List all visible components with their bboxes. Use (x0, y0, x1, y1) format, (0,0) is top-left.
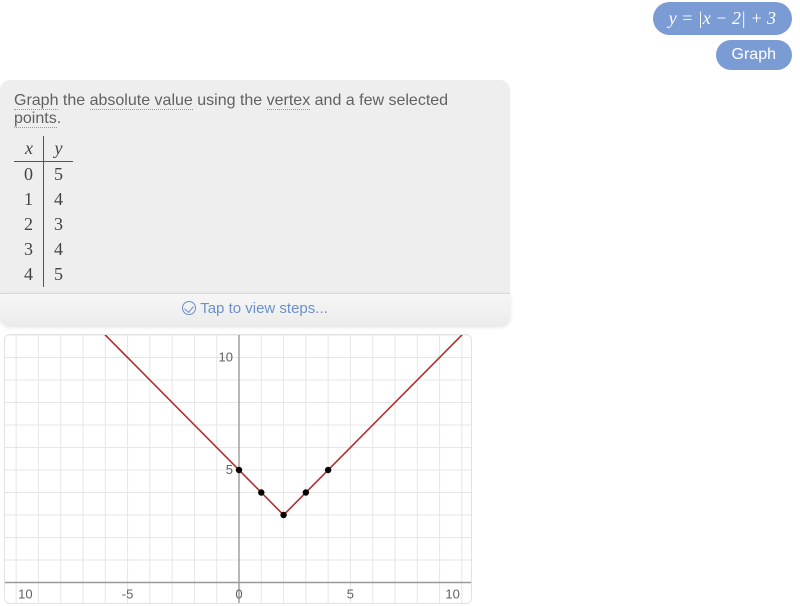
graph-pill-label: Graph (732, 46, 776, 64)
table-row: 45 (14, 262, 73, 287)
col-y-header: y (44, 136, 74, 162)
xy-table: x y 05 14 23 34 45 (14, 136, 73, 287)
chart-area: 10 -5 0 5 10 5 10 (4, 334, 472, 604)
svg-text:5: 5 (226, 462, 233, 477)
table-row: 14 (14, 187, 73, 212)
link-vertex[interactable]: vertex (267, 92, 311, 110)
check-circle-icon (182, 301, 196, 315)
view-steps-label: Tap to view steps... (200, 300, 328, 317)
equation-text: y = |x − 2| + 3 (669, 8, 776, 29)
svg-text:-5: -5 (122, 587, 134, 602)
link-points[interactable]: points (14, 110, 57, 128)
table-row: 34 (14, 237, 73, 262)
link-graph[interactable]: Graph (14, 92, 58, 110)
link-absolute-value[interactable]: absolute value (90, 92, 193, 110)
svg-text:10: 10 (18, 587, 32, 602)
col-x-header: x (14, 136, 44, 162)
instruction-text: Graph the absolute value using the verte… (14, 92, 496, 128)
svg-text:5: 5 (347, 587, 354, 602)
graph-pill[interactable]: Graph (716, 40, 792, 70)
chart-svg: 10 -5 0 5 10 5 10 (5, 335, 472, 604)
equation-pill: y = |x − 2| + 3 (653, 2, 792, 35)
svg-text:0: 0 (235, 587, 242, 602)
table-row: 23 (14, 212, 73, 237)
answer-card: Graph the absolute value using the verte… (0, 80, 510, 325)
svg-text:10: 10 (445, 587, 459, 602)
view-steps-button[interactable]: Tap to view steps... (0, 293, 510, 325)
svg-text:10: 10 (219, 350, 233, 365)
table-row: 05 (14, 162, 73, 188)
